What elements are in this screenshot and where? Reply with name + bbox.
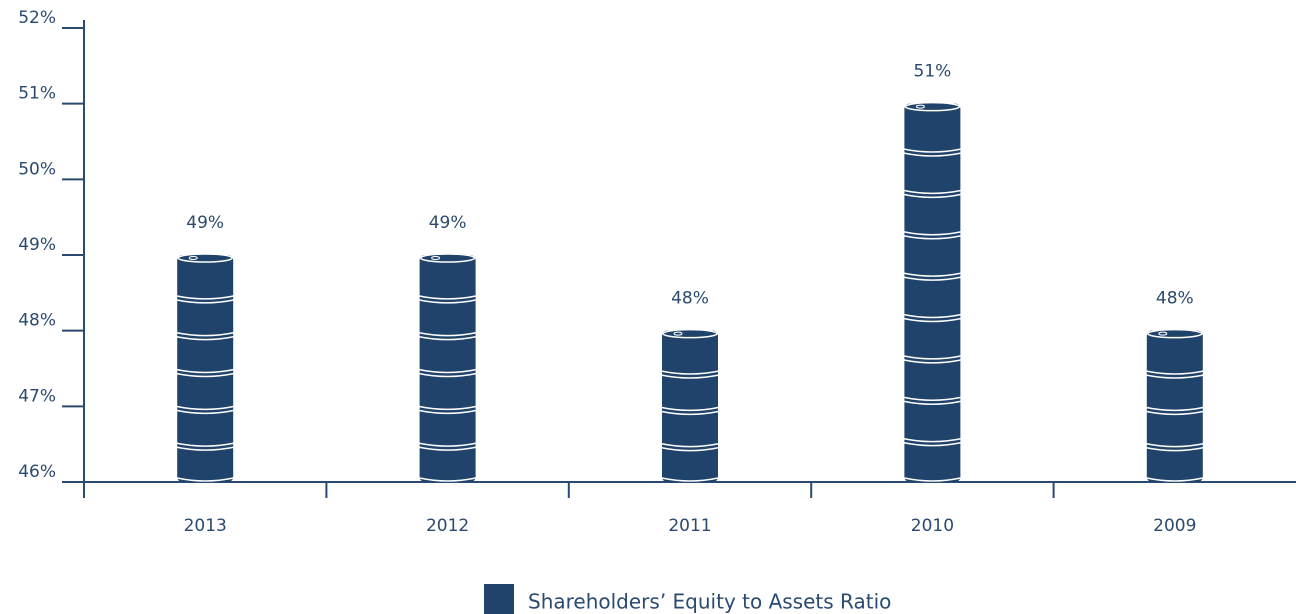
barrel-hoop [1145, 370, 1204, 375]
barrel-base [661, 477, 719, 482]
value-label: 49% [186, 213, 224, 233]
barrel-top [419, 253, 476, 263]
barrel-hoop [176, 446, 235, 451]
barrel-bung [1158, 331, 1168, 336]
barrel-hoop [903, 313, 962, 319]
y-tick-label: 50% [18, 159, 56, 179]
barrel-hoop [903, 276, 962, 281]
barrel-hoop [903, 272, 962, 277]
bar [1146, 330, 1203, 482]
barrel-hoop [1145, 446, 1204, 452]
barrel-top [177, 253, 233, 263]
barrel-hoop [903, 396, 962, 402]
barrel-hoop [176, 299, 235, 304]
y-tick-label: 49% [18, 235, 56, 255]
barrel-hoop [176, 331, 235, 337]
bar [177, 255, 234, 482]
x-tick-label: 2011 [668, 516, 711, 536]
barrel-hoop [903, 400, 962, 406]
bar [662, 330, 718, 482]
bar [419, 255, 476, 482]
x-tick-label: 2013 [184, 516, 227, 536]
barrel-top [662, 328, 718, 339]
barrel-hoop [418, 335, 477, 341]
value-label: 51% [914, 62, 952, 82]
barrel-hoop [903, 231, 962, 236]
barrel-base [1146, 477, 1203, 482]
barrel-bung [915, 104, 925, 109]
barrel-hoop [418, 405, 477, 411]
barrel-base [419, 477, 476, 482]
barrel-hoop [418, 446, 477, 451]
barrel-hoop [660, 410, 720, 416]
barrel-hoop [176, 335, 235, 341]
barrel-base [177, 477, 234, 482]
barrel-top [904, 101, 961, 112]
barrel-hoop [418, 331, 477, 337]
x-tick-label: 2012 [426, 516, 469, 536]
barrel-bung [188, 256, 198, 260]
barrel-hoop [660, 370, 720, 375]
barrel-hoop [903, 193, 962, 199]
barrel-hoop [903, 235, 962, 240]
barrel-hoop [418, 368, 477, 374]
y-tick-label: 51% [18, 84, 56, 104]
barrel-base [904, 477, 961, 482]
barrel-hoop [1145, 442, 1204, 448]
legend: Shareholders’ Equity to Assets Ratio [484, 584, 891, 614]
barrel-hoop [176, 409, 235, 415]
barrel-hoop [176, 442, 235, 447]
barrel-hoop [903, 189, 962, 195]
barrel-hoop [418, 299, 477, 304]
barrel-hoop [418, 372, 477, 378]
barrel-hoop [903, 148, 962, 153]
barrel-hoop [418, 409, 477, 415]
barrel-hoop [903, 441, 962, 447]
barrel-hoop [903, 359, 962, 364]
barrel-hoop [660, 442, 720, 448]
legend-label: Shareholders’ Equity to Assets Ratio [528, 590, 891, 614]
barrel-bung [673, 331, 683, 336]
barrel-hoop [1145, 374, 1204, 379]
barrel-hoop [418, 442, 477, 447]
barrel-hoop [903, 437, 962, 443]
x-tick-label: 2009 [1153, 516, 1196, 536]
barrel-hoop [903, 317, 962, 323]
y-tick-label: 46% [18, 462, 56, 482]
barrel-hoop [1145, 410, 1204, 416]
barrel-hoop [1145, 406, 1204, 412]
barrel-hoop [903, 152, 962, 157]
barrel-hoop [176, 405, 235, 411]
bar [904, 103, 961, 483]
barrel-hoop [660, 406, 720, 412]
value-label: 48% [671, 289, 709, 309]
barrel-hoop [176, 372, 235, 378]
value-label: 49% [429, 213, 467, 233]
y-tick-label: 52% [18, 8, 56, 28]
barrel-top [1147, 328, 1203, 339]
value-label: 48% [1156, 289, 1194, 309]
barrel-hoop [176, 295, 235, 300]
barrel-hoop [418, 295, 477, 300]
barrel-hoop [903, 355, 962, 360]
y-tick-label: 47% [18, 386, 56, 406]
barrel-hoop [660, 446, 720, 452]
legend-swatch [484, 584, 514, 614]
y-tick-label: 48% [18, 311, 56, 331]
barrel-hoop [176, 368, 235, 374]
x-tick-label: 2010 [911, 516, 954, 536]
barrel-hoop [660, 374, 720, 379]
barrel-bung [431, 256, 441, 260]
